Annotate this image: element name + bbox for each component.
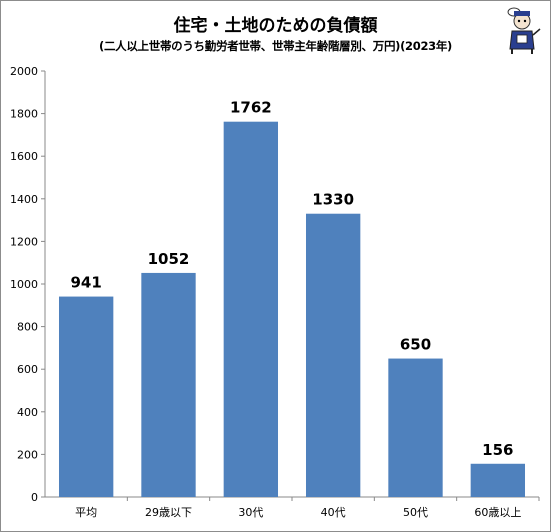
chart-subtitle: (二人以上世帯のうち勤労者世帯、世帯主年齢階層別、万円)(2023年)	[98, 39, 453, 53]
bar	[58, 296, 114, 497]
chart-title: 住宅・土地のための負債額	[173, 16, 378, 36]
x-tick-label: 60歳以上	[474, 506, 521, 519]
y-tick-label: 800	[17, 321, 38, 334]
x-tick-label: 50代	[403, 506, 428, 519]
bar	[388, 358, 443, 497]
bar	[223, 121, 279, 497]
data-label: 1330	[312, 191, 354, 209]
mascot-logo-icon	[507, 7, 541, 54]
bar	[305, 213, 361, 497]
y-tick-label: 200	[17, 448, 38, 461]
data-label: 1052	[148, 250, 190, 268]
y-tick-label: 1800	[10, 108, 38, 121]
data-label: 1762	[230, 99, 272, 117]
bar	[141, 272, 196, 497]
data-label: 650	[400, 336, 431, 354]
bar	[470, 463, 526, 497]
y-tick-label: 400	[17, 406, 38, 419]
data-label: 156	[482, 441, 513, 459]
y-tick-label: 1600	[10, 150, 38, 163]
x-tick-label: 平均	[75, 506, 97, 519]
x-tick-label: 40代	[321, 506, 346, 519]
y-tick-label: 1000	[10, 278, 38, 291]
y-tick-label: 2000	[10, 65, 38, 78]
x-tick-label: 29歳以下	[145, 506, 192, 519]
y-tick-label: 1400	[10, 193, 38, 206]
data-label: 941	[71, 274, 102, 292]
y-tick-label: 600	[17, 363, 38, 376]
x-tick-label: 30代	[238, 506, 263, 519]
y-tick-label: 1200	[10, 235, 38, 248]
y-tick-label: 0	[31, 491, 38, 504]
